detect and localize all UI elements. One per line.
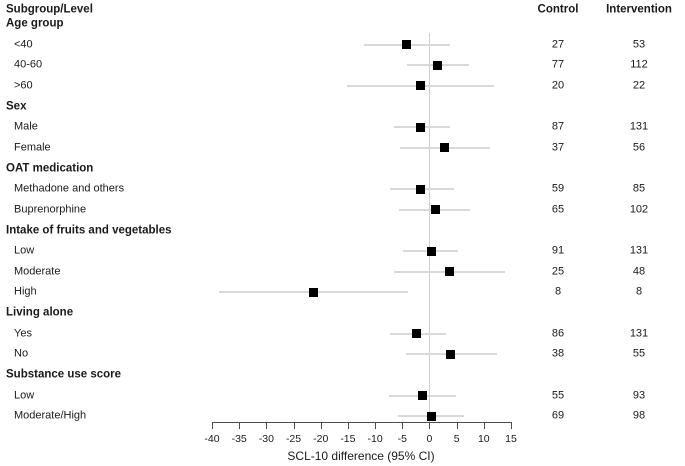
control-count: 20 — [551, 79, 565, 92]
x-axis-tick-label: -5 — [397, 432, 407, 445]
group-header-label: Substance use score — [6, 368, 122, 381]
intervention-count: 53 — [632, 38, 646, 51]
point-estimate-marker — [430, 205, 440, 215]
group-header-label: Sex — [6, 99, 27, 112]
point-estimate-marker — [417, 391, 427, 401]
x-axis-tick — [320, 421, 322, 429]
subgroup-level-header: Subgroup/Level — [6, 3, 93, 16]
level-label: 40-60 — [14, 58, 43, 71]
control-count: 27 — [551, 38, 565, 51]
level-label: >60 — [14, 79, 33, 92]
level-label: High — [14, 285, 37, 298]
x-axis-tick-label: -25 — [285, 432, 302, 445]
control-count: 86 — [551, 327, 565, 340]
level-label: Male — [14, 120, 38, 133]
control-count: 8 — [554, 285, 562, 298]
x-axis-tick-label: -10 — [367, 432, 383, 445]
level-label: Moderate/High — [14, 409, 87, 422]
point-estimate-marker — [440, 143, 450, 153]
point-estimate-marker — [401, 40, 411, 50]
x-axis-tick-label: -15 — [340, 432, 356, 445]
point-estimate-marker — [426, 246, 436, 256]
x-axis-tick — [483, 421, 485, 429]
x-axis-tick — [212, 421, 213, 429]
level-label: Low — [14, 244, 35, 257]
x-axis-tick — [511, 421, 512, 429]
x-axis-tick-label: -35 — [231, 432, 247, 445]
x-axis-tick-label: 5 — [453, 432, 460, 445]
intervention-count: 131 — [629, 244, 649, 257]
control-count: 55 — [551, 389, 565, 402]
intervention-count: 131 — [629, 327, 649, 340]
control-column-header: Control — [537, 3, 579, 16]
intervention-count: 48 — [632, 265, 646, 278]
control-count: 87 — [551, 120, 565, 133]
x-axis-title: SCL-10 difference (95% CI) — [287, 449, 435, 463]
level-label: Moderate — [14, 265, 61, 278]
level-label: Low — [14, 389, 35, 402]
point-estimate-marker — [433, 60, 443, 70]
control-count: 37 — [551, 141, 565, 154]
point-estimate-marker — [416, 122, 426, 132]
x-axis-tick — [239, 421, 241, 429]
x-axis-tick-label: 10 — [477, 432, 490, 445]
x-axis-tick — [375, 421, 377, 429]
level-label: Yes — [14, 327, 32, 340]
intervention-count: 102 — [629, 203, 649, 216]
x-axis-tick — [402, 421, 404, 429]
control-count: 69 — [551, 409, 565, 422]
control-count: 59 — [551, 182, 565, 195]
level-label: Methadone and others — [14, 182, 125, 195]
point-estimate-marker — [426, 411, 436, 421]
zero-reference-line — [428, 33, 430, 422]
control-count: 91 — [551, 244, 565, 257]
group-header-label: Intake of fruits and vegetables — [6, 223, 172, 236]
x-axis-tick — [266, 421, 268, 429]
x-axis-tick-label: 0 — [426, 432, 433, 445]
intervention-count: 55 — [632, 347, 646, 360]
control-count: 38 — [551, 347, 565, 360]
intervention-count: 56 — [632, 141, 646, 154]
intervention-column-header: Intervention — [606, 3, 672, 16]
intervention-count: 93 — [632, 389, 646, 402]
level-label: <40 — [14, 38, 33, 51]
x-axis-tick — [456, 421, 458, 429]
intervention-count: 98 — [632, 409, 646, 422]
control-count: 25 — [551, 265, 565, 278]
x-axis-tick — [429, 421, 431, 429]
x-axis-tick-label: 15 — [505, 432, 517, 445]
group-header-label: OAT medication — [6, 161, 94, 174]
x-axis-tick-label: -40 — [204, 432, 220, 445]
intervention-count: 22 — [632, 79, 646, 92]
point-estimate-marker — [415, 184, 425, 194]
control-count: 77 — [551, 58, 565, 71]
point-estimate-marker — [445, 349, 455, 359]
x-axis-line — [212, 421, 512, 423]
control-count: 65 — [551, 203, 565, 216]
point-estimate-marker — [412, 329, 422, 339]
intervention-count: 85 — [632, 182, 646, 195]
level-label: No — [14, 347, 29, 360]
level-label: Buprenorphine — [14, 203, 87, 216]
x-axis-tick — [347, 421, 349, 429]
group-header-label: Age group — [6, 17, 64, 30]
level-label: Female — [14, 141, 51, 154]
intervention-count: 131 — [629, 120, 649, 133]
point-estimate-marker — [309, 287, 319, 297]
x-axis-tick-label: -20 — [313, 432, 329, 445]
point-estimate-marker — [445, 267, 455, 277]
group-header-label: Living alone — [6, 306, 74, 319]
intervention-count: 8 — [635, 285, 643, 298]
x-axis-tick-label: -30 — [258, 432, 274, 445]
x-axis-tick — [293, 421, 295, 429]
point-estimate-marker — [415, 81, 425, 91]
intervention-count: 112 — [630, 58, 648, 71]
